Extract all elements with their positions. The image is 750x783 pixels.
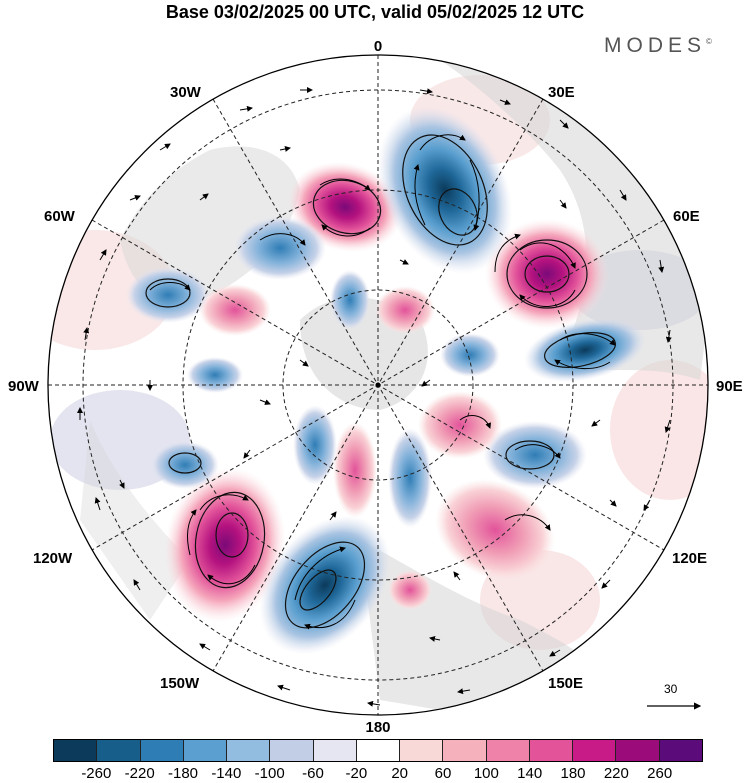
label-60w: 60W (44, 208, 76, 225)
anomaly-low-canada-arctic (293, 405, 337, 485)
wind-vectors (77, 87, 672, 707)
colorbar-cell (313, 740, 357, 761)
colorbar-cell (54, 740, 98, 761)
colorbar (53, 739, 703, 762)
colorbar-cell (97, 740, 141, 761)
colorbar-cell (400, 740, 444, 761)
colorbar-cell (659, 740, 702, 761)
colorbar-cell (616, 740, 660, 761)
colorbar-tick-label: -60 (302, 765, 324, 782)
colorbar-tick-label: -180 (167, 765, 199, 782)
colorbar-tick-label: -220 (124, 765, 155, 782)
colorbar-tick-label: 140 (517, 765, 543, 782)
reference-vector-label: 30 (664, 682, 678, 696)
anomaly-low-scandinavia (377, 106, 513, 274)
anomaly-high-hudson (199, 284, 271, 336)
anomaly-low-mongolia (483, 421, 587, 489)
anomaly-high-alaska (333, 422, 377, 518)
logo-mark: © (706, 37, 712, 46)
label-150e: 150E (548, 675, 583, 692)
map-title: Base 03/02/2025 00 UTC, valid 05/02/2025… (165, 2, 585, 22)
colorbar-tick-label: 100 (473, 765, 499, 782)
anomaly-low-bering (259, 515, 391, 655)
colorbar-tick-label: 260 (647, 765, 673, 782)
label-120w: 120W (33, 550, 73, 567)
anomaly-low-greenland-west (126, 267, 210, 323)
colorbar-cell (270, 740, 314, 761)
colorbar-tick-label: 180 (560, 765, 586, 782)
anomaly-high-arctic (418, 391, 502, 459)
colorbar-cell (183, 740, 228, 761)
anomaly-low-east (440, 333, 500, 377)
colorbar-ticks: -260 -220 -180 -140 -100 -60 -20 20 60 100 140 180 2… (53, 765, 703, 783)
label-0: 0 (374, 38, 382, 55)
colorbar-cell (486, 740, 530, 761)
colorbar-tick-label: -260 (81, 765, 112, 782)
label-30w: 30W (170, 84, 202, 101)
colorbar-cell (140, 740, 184, 761)
colorbar-cell (529, 740, 574, 761)
anomaly-low-alaska (388, 428, 432, 528)
label-120e: 120E (672, 550, 707, 567)
label-150w: 150W (160, 675, 200, 692)
anomaly-low-pacific (151, 441, 219, 489)
colorbar-cell (573, 740, 617, 761)
colorbar-cell (227, 740, 271, 761)
anomaly-high-ne-pacific (164, 467, 286, 623)
colorbar-cell (356, 740, 401, 761)
map-disk (48, 55, 708, 715)
label-90w: 90W (8, 378, 40, 395)
modes-logo: MODES© (604, 34, 712, 58)
anomaly-high-barents (485, 219, 609, 329)
label-60e: 60E (673, 208, 700, 225)
label-180: 180 (365, 719, 390, 736)
anomaly-high-japan (388, 570, 432, 610)
colorbar-tick-label: -140 (211, 765, 242, 782)
anomaly-low-center (330, 270, 370, 330)
anomaly-low-west (187, 357, 243, 393)
anomaly-high-north (375, 286, 435, 334)
colorbar-tick-label: -20 (345, 765, 368, 782)
colorbar-tick-label: 60 (434, 765, 452, 782)
colorbar-tick-label: -100 (254, 765, 285, 782)
label-30e: 30E (548, 84, 575, 101)
colorbar-cell (443, 740, 487, 761)
anomaly-high-china (435, 479, 555, 581)
anomaly-low-canada (234, 216, 326, 280)
colorbar-tick-label: 20 (391, 765, 408, 782)
north-pole-marker (375, 382, 381, 388)
map-border (47, 54, 709, 716)
logo-text: MODES (604, 34, 707, 57)
label-90e: 90E (716, 378, 743, 395)
colorbar-tick-label: 220 (603, 765, 629, 782)
